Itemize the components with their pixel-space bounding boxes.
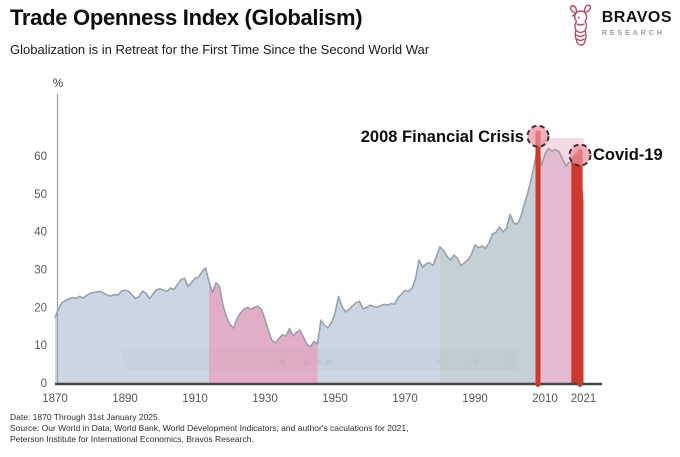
area-region-world-wars xyxy=(209,281,318,383)
player-watermark: ◀ ▶ ▶▶ ⟲ ◔ ↻ xyxy=(278,357,514,368)
brand-name: BRAVOS xyxy=(601,9,672,26)
x-tick-label: 1970 xyxy=(392,393,418,405)
brand-tagline: RESEARCH xyxy=(601,28,665,37)
svg-text:⟲: ⟲ xyxy=(436,357,445,368)
svg-text:◀: ◀ xyxy=(278,357,286,368)
bull-icon xyxy=(564,4,598,51)
y-tick-label: 50 xyxy=(34,189,47,201)
svg-text:◔: ◔ xyxy=(471,357,480,368)
annotation-2008-financial-crisis: 2008 Financial Crisis xyxy=(360,128,524,146)
event-stick-2020 xyxy=(577,149,583,387)
footnote: Date: 1870 Through 31st January 2025. So… xyxy=(10,412,409,445)
x-tick-label: 1890 xyxy=(112,393,138,405)
brand-text: BRAVOS RESEARCH xyxy=(601,4,672,38)
x-tick-label: 1990 xyxy=(462,393,488,405)
y-axis-unit-label: % xyxy=(53,78,63,90)
footnote-source-line-2: Peterson Institute for International Eco… xyxy=(10,434,254,444)
footnote-source-line: Source: Our World in Data; World Bank, W… xyxy=(10,423,409,433)
x-tick-label: 1950 xyxy=(322,393,348,405)
y-tick-label: 60 xyxy=(34,151,47,163)
y-tick-label: 40 xyxy=(34,227,47,239)
area-region-hyper-globalization xyxy=(440,144,538,383)
annotation-covid-19: Covid-19 xyxy=(593,146,663,164)
brand-logo: BRAVOS RESEARCH xyxy=(564,4,672,51)
x-tick-label: 1930 xyxy=(252,393,278,405)
y-tick-label: 30 xyxy=(34,265,47,277)
y-tick-label: 0 xyxy=(41,378,47,390)
event-circle-2008 xyxy=(526,124,550,148)
footnote-date-line: Date: 1870 Through 31st January 2025. xyxy=(10,412,161,422)
x-tick-label: 1870 xyxy=(42,393,68,405)
page-subtitle: Globalization is in Retreat for the Firs… xyxy=(10,42,430,57)
x-tick-label: 1910 xyxy=(182,393,208,405)
svg-text:↻: ↻ xyxy=(506,357,514,368)
event-circle-2020 xyxy=(568,143,592,167)
series-line xyxy=(54,143,571,348)
svg-text:▶: ▶ xyxy=(304,357,312,368)
y-tick-label: 20 xyxy=(34,302,47,314)
event-stick-2008 xyxy=(535,130,541,387)
page-title: Trade Openness Index (Globalism) xyxy=(10,5,363,30)
svg-text:▶▶: ▶▶ xyxy=(317,357,333,368)
x-tick-label: 2021 xyxy=(571,393,597,405)
x-tick-label: 2010 xyxy=(532,393,558,405)
y-tick-label: 10 xyxy=(34,340,47,352)
